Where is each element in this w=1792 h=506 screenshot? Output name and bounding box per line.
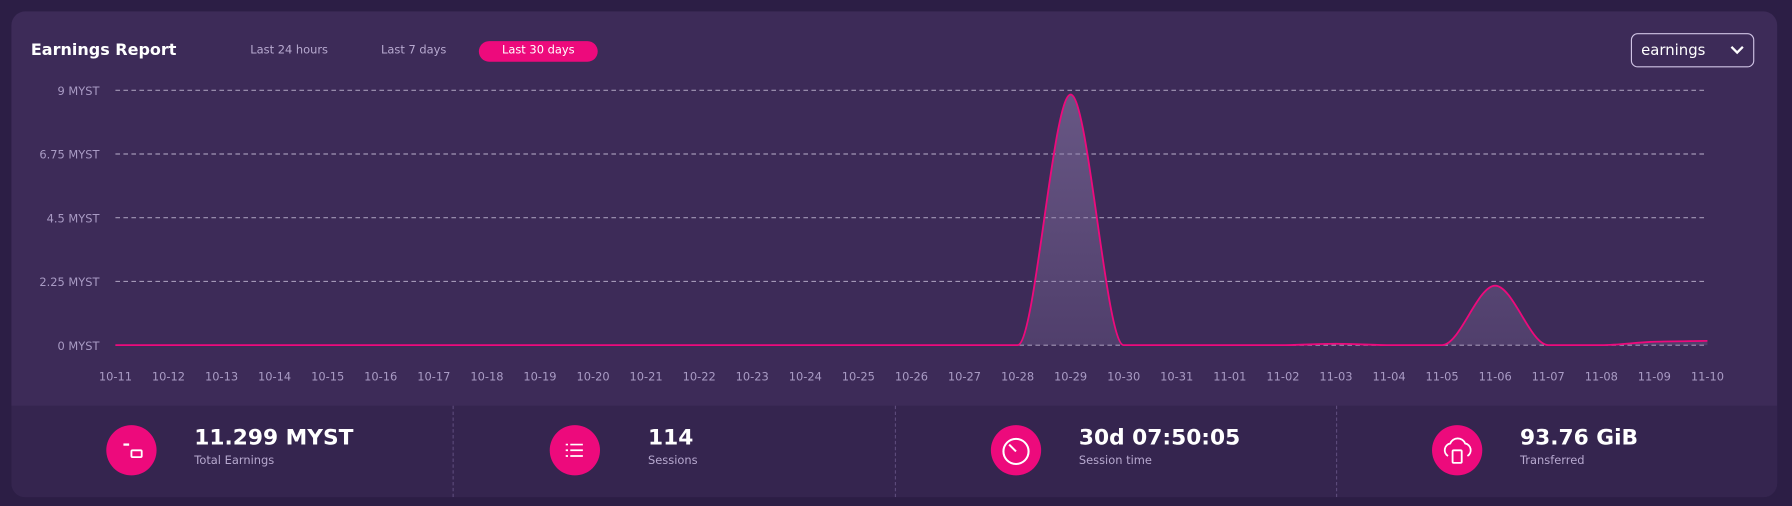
dropdown-value: earnings — [1641, 42, 1706, 60]
stat-label: Session time — [1078, 454, 1152, 468]
x-tick-label: 10-25 — [842, 370, 875, 384]
x-tick-label: 10-28 — [1001, 370, 1034, 384]
x-tick-label: 11-07 — [1532, 370, 1565, 384]
stats-band — [11, 405, 1778, 498]
earnings-card: Earnings Report Last 24 hours Last 7 day… — [11, 11, 1778, 498]
stat: 114 Sessions — [452, 405, 895, 498]
x-tick-label: 10-12 — [152, 370, 185, 384]
x-tick-label: 10-11 — [99, 370, 132, 384]
card-title: Earnings Report — [30, 41, 177, 60]
x-tick-label: 11-02 — [1266, 370, 1299, 384]
x-tick-label: 11-04 — [1372, 370, 1405, 384]
chevron — [1730, 46, 1744, 55]
y-tick-label: 0 MYST — [58, 339, 100, 353]
stat-value: 11.299 MYST — [194, 425, 354, 451]
stat-label: Sessions — [648, 454, 698, 468]
y-tick-label: 9 MYST — [58, 84, 100, 98]
x-tick-label: 10-22 — [683, 370, 716, 384]
stat-label: Transferred — [1520, 454, 1585, 468]
tab[interactable]: Last 24 hours — [250, 44, 329, 58]
x-tick-label: 10-29 — [1054, 370, 1087, 384]
icon — [990, 425, 1042, 476]
tab[interactable]: Last 7 days — [381, 44, 447, 58]
x-tick-label: 10-30 — [1107, 370, 1140, 384]
x-tick-label: 10-13 — [205, 370, 238, 384]
stat: 30d 07:50:05 Session time — [894, 405, 1337, 498]
x-tick-label: 10-18 — [470, 370, 503, 384]
x-tick-label: 11-09 — [1638, 370, 1671, 384]
line — [115, 93, 1708, 347]
x-tick-label: 10-14 — [258, 370, 291, 384]
x-tick-label: 11-03 — [1319, 370, 1352, 384]
stat-value: 30d 07:50:05 — [1078, 425, 1241, 451]
x-tick-label: 10-19 — [523, 370, 556, 384]
area — [115, 94, 1708, 346]
x-tick-label: 11-06 — [1479, 370, 1512, 384]
stat-value: 93.76 GiB — [1520, 425, 1639, 451]
x-tick-label: 10-26 — [895, 370, 928, 384]
stat-label: Total Earnings — [194, 454, 275, 468]
x-tick-label: 10-16 — [364, 370, 397, 384]
x-tick-label: 10-27 — [948, 370, 981, 384]
x-tick-label: 11-05 — [1426, 370, 1459, 384]
stat: 93.76 GiB Transferred — [1336, 405, 1777, 498]
chart: 0 MYST 2.25 MYST 4.5 MYST 6.75 MYST 9 MYST 10… — [39, 84, 1724, 384]
stat-value: 114 — [648, 425, 694, 451]
x-tick-label: 11-10 — [1691, 370, 1724, 384]
icon — [106, 425, 157, 476]
x-tick-label: 10-20 — [576, 370, 609, 384]
y-tick-label: 4.5 MYST — [47, 211, 100, 225]
icon — [1432, 425, 1483, 476]
y-tick-label: 2.25 MYST — [39, 275, 99, 289]
x-tick-label: 10-24 — [789, 370, 822, 384]
stat: 11.299 MYST Total Earnings — [11, 406, 452, 497]
dropdown[interactable]: earnings — [1630, 33, 1755, 68]
x-tick-label: 11-08 — [1585, 370, 1618, 384]
y-tick-label: 6.75 MYST — [39, 148, 99, 162]
x-tick-label: 10-15 — [311, 370, 344, 384]
icon — [549, 425, 601, 476]
x-tick-label: 10-17 — [417, 370, 450, 384]
x-tick-label: 10-23 — [736, 370, 769, 384]
x-tick-label: 10-31 — [1160, 370, 1193, 384]
x-tick-label: 11-01 — [1213, 370, 1246, 384]
x-tick-label: 10-21 — [630, 370, 663, 384]
tab-active[interactable]: Last 30 days — [478, 41, 598, 62]
